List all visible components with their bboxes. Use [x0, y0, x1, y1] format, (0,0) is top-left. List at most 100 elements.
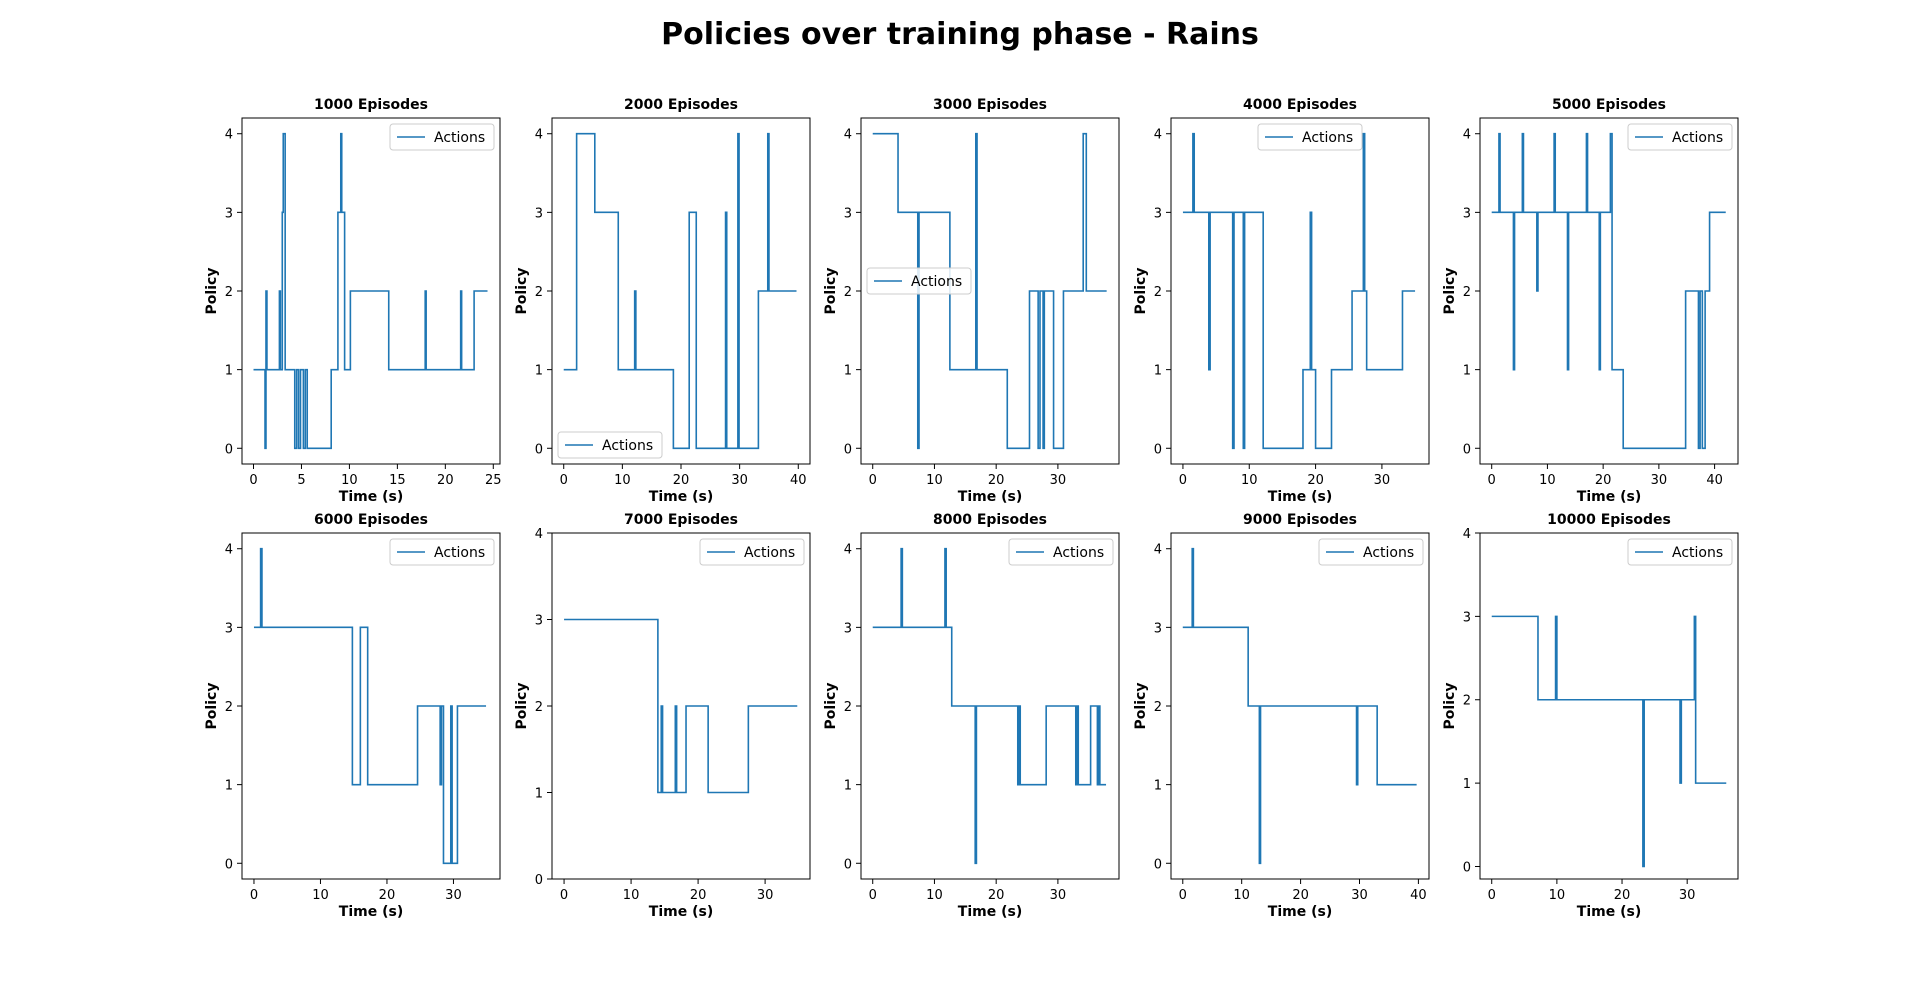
x-tick-label: 40: [1410, 888, 1427, 903]
x-tick-label: 30: [1351, 888, 1368, 903]
subplot-9: 9000 Episodes 0 10 20 30 40 0 1 2 3 4 Time (s) Polic…: [1133, 512, 1430, 920]
axes-frame: [551, 532, 811, 880]
legend-box: [1318, 538, 1424, 566]
x-tick-label: 10: [1549, 888, 1566, 903]
x-tick-label: 0: [1488, 888, 1496, 903]
subplot-title: 2000 Episodes: [624, 97, 738, 113]
subplot-10: 10000 Episodes 0 10 20 30 0 1 2 3 4 Time (s) Policy…: [1442, 512, 1739, 920]
legend: Actions: [389, 123, 495, 151]
x-tick-label: 0: [560, 888, 568, 903]
y-tick-label: 0: [535, 873, 543, 888]
x-tick-label: 10: [623, 888, 640, 903]
axes-frame: [860, 117, 1120, 465]
y-tick-label: 0: [844, 442, 852, 457]
legend-box: [1627, 538, 1733, 566]
y-tick-label: 2: [844, 700, 852, 715]
subplot-title: 7000 Episodes: [624, 512, 738, 528]
x-axis-label: Time (s): [958, 904, 1022, 920]
subplot-title: 3000 Episodes: [933, 97, 1047, 113]
y-tick-label: 3: [535, 206, 543, 221]
y-tick-label: 4: [225, 128, 233, 143]
y-tick-label: 0: [1463, 860, 1471, 875]
y-tick-label: 1: [225, 779, 233, 794]
x-axis-label: Time (s): [649, 489, 713, 505]
x-tick-label: 10: [1539, 473, 1556, 488]
y-tick-label: 4: [1154, 543, 1162, 558]
x-tick-label: 0: [1488, 473, 1496, 488]
y-tick-label: 2: [535, 700, 543, 715]
subplot-1: 1000 Episodes 0 5 10 15 20 25 0 1 2 3 4 Time (s) Poli…: [204, 97, 502, 505]
legend: Actions: [1008, 538, 1114, 566]
x-tick-label: 0: [1179, 888, 1187, 903]
x-tick-label: 0: [250, 888, 258, 903]
y-tick-label: 1: [535, 787, 543, 802]
series-line-actions: [1491, 615, 1727, 868]
subplot-title: 8000 Episodes: [933, 512, 1047, 528]
legend: Actions: [1627, 123, 1733, 151]
x-tick-label: 20: [1595, 473, 1612, 488]
legend-label: Actions: [434, 545, 485, 561]
legend-label: Actions: [1302, 130, 1353, 146]
y-tick-label: 1: [1154, 364, 1162, 379]
legend-box: [1008, 538, 1114, 566]
legend-label: Actions: [1053, 545, 1104, 561]
subplot-title: 9000 Episodes: [1243, 512, 1357, 528]
subplot-7: 7000 Episodes 0 10 20 30 0 1 2 3 4 Time (s) Policy A…: [514, 512, 811, 920]
y-tick-label: 0: [1154, 857, 1162, 872]
subplot-title: 5000 Episodes: [1552, 97, 1666, 113]
x-tick-label: 10: [1233, 888, 1250, 903]
y-tick-label: 2: [225, 285, 233, 300]
x-tick-label: 30: [1050, 473, 1067, 488]
y-axis-label: Policy: [1133, 683, 1149, 730]
axes-frame: [1170, 117, 1430, 465]
y-tick-label: 4: [1463, 527, 1471, 542]
x-tick-label: 20: [1292, 888, 1309, 903]
y-tick-label: 1: [1463, 777, 1471, 792]
x-tick-label: 0: [249, 473, 257, 488]
series-line-actions: [1182, 132, 1416, 450]
y-tick-label: 4: [535, 128, 543, 143]
x-tick-label: 5: [297, 473, 305, 488]
y-tick-label: 2: [535, 285, 543, 300]
x-tick-label: 10: [926, 888, 943, 903]
x-tick-label: 10: [1241, 473, 1258, 488]
y-tick-label: 3: [535, 614, 543, 629]
y-tick-label: 3: [225, 206, 233, 221]
axes-frame: [241, 532, 501, 880]
subplot-3: 3000 Episodes 0 10 20 30 0 1 2 3 4 Time (s) Policy A…: [823, 97, 1120, 505]
x-tick-label: 30: [757, 888, 774, 903]
y-tick-label: 4: [535, 527, 543, 542]
x-tick-label: 20: [690, 888, 707, 903]
y-axis-label: Policy: [514, 683, 530, 730]
series-line-actions: [563, 132, 797, 450]
y-axis-label: Policy: [823, 268, 839, 315]
x-tick-label: 10: [614, 473, 631, 488]
x-tick-label: 0: [560, 473, 568, 488]
legend-box: [1257, 123, 1363, 151]
legend: Actions: [557, 431, 663, 459]
x-tick-label: 40: [790, 473, 807, 488]
y-tick-label: 1: [535, 364, 543, 379]
y-axis-label: Policy: [1442, 268, 1458, 315]
y-tick-label: 4: [225, 543, 233, 558]
legend: Actions: [866, 267, 972, 295]
x-tick-label: 20: [988, 473, 1005, 488]
x-tick-label: 30: [1374, 473, 1391, 488]
y-tick-label: 1: [1463, 364, 1471, 379]
y-tick-label: 1: [844, 779, 852, 794]
x-tick-label: 20: [437, 473, 454, 488]
legend-label: Actions: [434, 130, 485, 146]
subplot-title: 6000 Episodes: [314, 512, 428, 528]
y-tick-label: 3: [844, 206, 852, 221]
y-tick-label: 3: [1154, 206, 1162, 221]
x-axis-label: Time (s): [649, 904, 713, 920]
legend-box: [866, 267, 972, 295]
legend: Actions: [1257, 123, 1363, 151]
x-tick-label: 10: [926, 473, 943, 488]
x-tick-label: 40: [1706, 473, 1723, 488]
legend: Actions: [1627, 538, 1733, 566]
figure-title: Policies over training phase - Rains: [661, 17, 1259, 52]
subplot-5: 5000 Episodes 0 10 20 30 40 0 1 2 3 4 Time (s) Polic…: [1442, 97, 1739, 505]
y-tick-label: 4: [844, 543, 852, 558]
